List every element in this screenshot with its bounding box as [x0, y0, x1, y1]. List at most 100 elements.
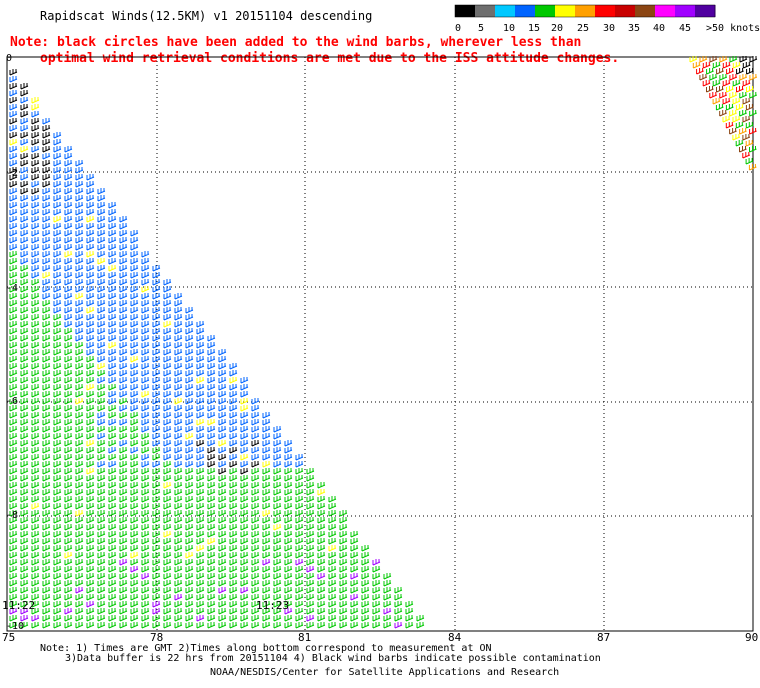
wind-barb	[196, 335, 205, 342]
wind-barb	[152, 321, 161, 328]
wind-barb	[20, 314, 29, 321]
wind-barb	[130, 321, 139, 328]
wind-barb	[108, 615, 117, 622]
wind-barb	[9, 125, 18, 132]
wind-barb	[130, 265, 139, 272]
wind-barb	[42, 545, 51, 552]
wind-barb	[130, 601, 139, 608]
wind-barb	[75, 454, 84, 461]
wind-barb	[86, 594, 95, 601]
wind-barb	[42, 167, 51, 174]
wind-barb	[97, 545, 106, 552]
wind-barb	[97, 538, 106, 545]
wind-barb	[273, 496, 282, 503]
wind-barb	[284, 594, 293, 601]
wind-barb	[229, 405, 238, 412]
wind-barb	[196, 328, 205, 335]
wind-barb	[174, 524, 183, 531]
wind-barb	[42, 342, 51, 349]
wind-barb	[119, 496, 128, 503]
wind-barb	[295, 601, 304, 608]
wind-barb	[328, 566, 337, 573]
wind-barb	[119, 447, 128, 454]
wind-barb	[141, 538, 150, 545]
wind-barb	[119, 503, 128, 510]
wind-barb	[97, 272, 106, 279]
wind-barb	[692, 62, 701, 69]
wind-barb	[130, 251, 139, 258]
wind-barb	[75, 223, 84, 230]
wind-barb	[53, 286, 62, 293]
wind-barb	[119, 384, 128, 391]
wind-barb	[163, 587, 172, 594]
wind-barb	[240, 419, 249, 426]
wind-barb	[75, 580, 84, 587]
wind-barb	[207, 475, 216, 482]
wind-barb	[273, 566, 282, 573]
wind-barb	[64, 426, 73, 433]
wind-barb	[240, 426, 249, 433]
wind-barb	[119, 580, 128, 587]
wind-barb	[42, 258, 51, 265]
wind-barb	[745, 140, 754, 147]
wind-barb	[97, 454, 106, 461]
wind-barb	[75, 209, 84, 216]
wind-barb	[9, 419, 18, 426]
wind-barb	[196, 468, 205, 475]
wind-barb	[108, 531, 117, 538]
wind-barb	[174, 475, 183, 482]
wind-barb	[42, 384, 51, 391]
wind-barb	[86, 342, 95, 349]
wind-barb	[9, 356, 18, 363]
wind-barb	[273, 447, 282, 454]
wind-barb	[130, 573, 139, 580]
wind-barb	[53, 475, 62, 482]
wind-barb	[295, 510, 304, 517]
wind-barb	[218, 517, 227, 524]
wind-barb	[108, 496, 117, 503]
wind-barb	[75, 286, 84, 293]
wind-barb	[295, 503, 304, 510]
wind-barb	[75, 622, 84, 629]
wind-barb	[174, 566, 183, 573]
wind-barb	[119, 566, 128, 573]
wind-barb	[75, 503, 84, 510]
wind-barb	[207, 391, 216, 398]
note-line-2: optimal wind retrieval conditions are me…	[40, 51, 619, 66]
wind-barb	[141, 601, 150, 608]
wind-barb	[53, 272, 62, 279]
wind-barb	[86, 440, 95, 447]
wind-barb	[64, 454, 73, 461]
wind-barb	[722, 98, 731, 105]
wind-barb	[240, 517, 249, 524]
time-label-center: 11:23	[256, 599, 289, 612]
wind-barb	[86, 496, 95, 503]
wind-barb	[97, 419, 106, 426]
wind-barb	[9, 90, 18, 97]
wind-barb	[119, 412, 128, 419]
wind-barb	[719, 110, 727, 117]
wind-barb	[64, 447, 73, 454]
wind-barb	[735, 122, 744, 129]
wind-barb	[262, 559, 271, 566]
wind-barb	[141, 279, 150, 286]
wind-barb	[97, 363, 106, 370]
wind-barb	[119, 230, 128, 237]
wind-barb	[9, 531, 18, 538]
lat-label: 0	[6, 53, 12, 64]
wind-barb	[97, 559, 106, 566]
wind-barb	[9, 237, 18, 244]
wind-barb	[207, 538, 216, 545]
wind-barb	[97, 482, 106, 489]
wind-barb	[108, 601, 117, 608]
wind-barb	[229, 531, 238, 538]
wind-barb	[163, 489, 172, 496]
wind-barb	[20, 160, 29, 167]
wind-barb	[229, 496, 238, 503]
wind-barb	[75, 342, 84, 349]
wind-barb	[53, 594, 62, 601]
wind-barb	[229, 552, 238, 559]
wind-barb	[119, 489, 128, 496]
wind-barb	[141, 300, 150, 307]
wind-barb	[119, 286, 128, 293]
